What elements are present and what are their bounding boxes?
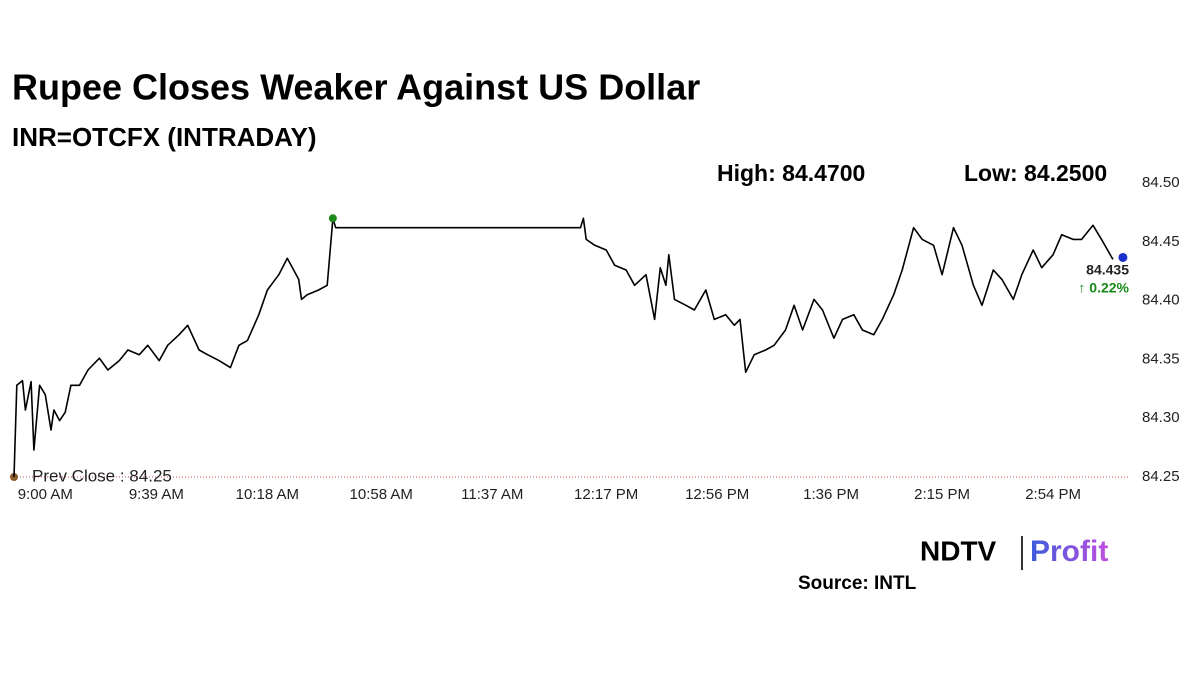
x-tick-label: 2:54 PM [1025, 486, 1081, 503]
last-marker [1118, 252, 1128, 262]
low-label: Low: 84.2500 [964, 160, 1107, 186]
y-tick-label: 84.25 [1142, 468, 1180, 485]
high-marker [328, 214, 337, 223]
x-tick-label: 12:56 PM [685, 486, 749, 503]
logo-ndtv: NDTV [920, 535, 997, 566]
x-tick-label: 9:00 AM [18, 486, 73, 503]
chart-title: Rupee Closes Weaker Against US Dollar [12, 67, 700, 108]
chart-subtitle: INR=OTCFX (INTRADAY) [12, 122, 317, 152]
y-tick-label: 84.30 [1142, 409, 1180, 426]
x-tick-label: 10:18 AM [236, 486, 299, 503]
high-label: High: 84.4700 [717, 160, 865, 186]
x-tick-label: 12:17 PM [574, 486, 638, 503]
change-label: ↑ 0.22% [1078, 280, 1129, 296]
last-price: 84.435 [1086, 262, 1129, 278]
source: Source: INTL [798, 573, 917, 594]
prev-close-label: Prev Close : 84.25 [32, 466, 172, 485]
y-tick-label: 84.45 [1142, 233, 1180, 250]
x-tick-label: 1:36 PM [803, 486, 859, 503]
x-tick-label: 2:15 PM [914, 486, 970, 503]
x-tick-label: 11:37 AM [461, 486, 523, 503]
x-tick-label: 9:39 AM [129, 486, 184, 503]
y-tick-label: 84.50 [1142, 174, 1180, 191]
y-tick-label: 84.35 [1142, 350, 1180, 367]
price-line [13, 217, 1114, 478]
x-tick-label: 10:58 AM [350, 486, 413, 503]
y-tick-label: 84.40 [1142, 292, 1180, 309]
logo-profit: Profit [1030, 535, 1108, 568]
